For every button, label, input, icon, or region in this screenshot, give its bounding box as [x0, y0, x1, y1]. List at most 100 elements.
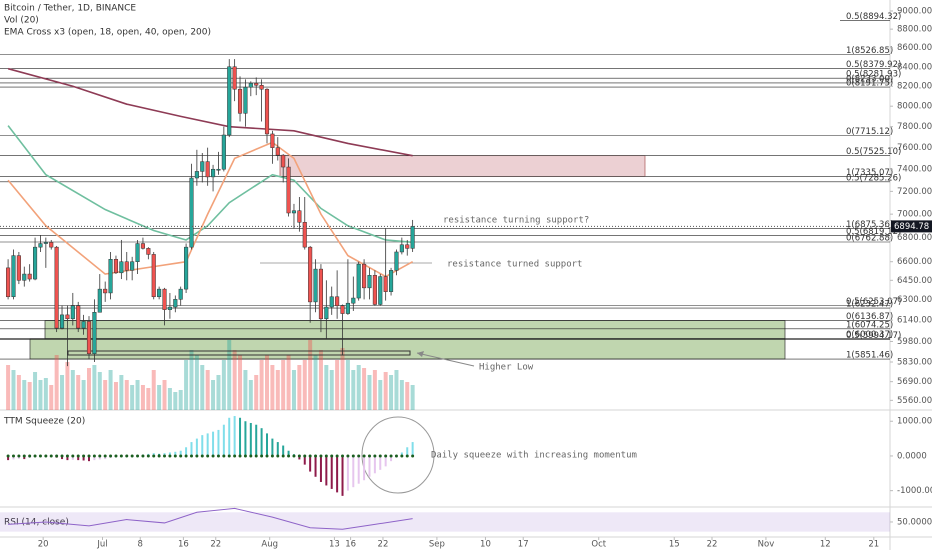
momentum-bar — [174, 451, 177, 456]
squeeze-dot — [98, 454, 102, 458]
volume-bar — [275, 370, 280, 410]
candle-body — [254, 83, 259, 86]
volume-bar — [49, 385, 54, 410]
candle-body — [76, 305, 81, 329]
squeeze-dot — [141, 454, 145, 458]
indicator-title: EMA Cross x3 (open, 18, open, 40, open, … — [4, 28, 211, 38]
squeeze-dot — [367, 454, 371, 458]
squeeze-dot — [200, 454, 204, 458]
candle-body — [59, 314, 65, 329]
momentum-bar — [411, 442, 414, 456]
volume-bar — [265, 355, 269, 410]
candle-body — [291, 210, 297, 214]
squeeze-dot — [276, 454, 280, 458]
squeeze-dot — [49, 454, 53, 458]
volume-bar — [167, 388, 172, 410]
momentum-bar — [61, 455, 64, 460]
momentum-bar — [255, 424, 258, 456]
candle-body — [184, 246, 189, 290]
fib-label: 1(8526.85) — [846, 46, 893, 56]
volume-bar — [140, 385, 145, 410]
momentum-bar — [206, 433, 209, 456]
volume-bar — [65, 362, 70, 410]
candle-body — [167, 306, 172, 310]
annotation: Daily squeeze with increasing momentum — [431, 451, 637, 461]
x-tick-label: Aug — [261, 540, 278, 550]
indicator-title: Vol (20) — [4, 16, 39, 26]
candle-body — [43, 242, 48, 244]
indicator-title: TTM Squeeze (20) — [3, 417, 85, 427]
volume-bar — [205, 370, 210, 410]
candle-body — [70, 305, 75, 320]
candle-body — [65, 314, 70, 320]
momentum-bar — [217, 429, 220, 456]
volume-bar — [135, 380, 140, 410]
volume-bar — [238, 355, 243, 410]
candle-body — [178, 288, 183, 300]
candle-body — [54, 246, 59, 329]
momentum-bar — [82, 455, 85, 461]
annotation: Higher Low — [479, 363, 534, 373]
momentum-bar — [88, 455, 90, 462]
momentum-bar — [336, 455, 339, 493]
volume-bar — [27, 382, 32, 410]
candle-body — [308, 246, 313, 303]
x-tick-label: 17 — [518, 540, 529, 550]
candle-body — [362, 263, 367, 289]
volume-bar — [232, 350, 237, 410]
momentum-bar — [244, 421, 247, 456]
y-tick-label: 7600.00 — [897, 143, 932, 153]
y-tick-label: 7400.00 — [897, 165, 932, 175]
candle-body — [97, 288, 102, 313]
momentum-bar — [260, 428, 263, 456]
y-tick-label: 8800.00 — [897, 25, 932, 35]
squeeze-dot — [163, 454, 167, 458]
volume-bar — [38, 380, 43, 410]
volume-bar — [356, 365, 361, 410]
volume-bar — [313, 355, 318, 410]
candle-body — [329, 296, 334, 308]
volume-bar — [178, 390, 183, 410]
candle-body — [237, 88, 243, 114]
candle-body — [130, 261, 135, 271]
candle-body — [232, 66, 237, 90]
candle-body — [324, 306, 329, 320]
x-tick-label: 15 — [669, 540, 680, 550]
volume-bar — [70, 370, 75, 410]
volume-bar — [173, 392, 178, 410]
squeeze-dot — [92, 454, 96, 458]
volume-bar — [318, 350, 323, 410]
fib-label: 0.5(5994.17) — [846, 331, 901, 341]
squeeze-dot — [114, 454, 118, 458]
volume-bar — [362, 368, 367, 410]
volume-bar — [308, 340, 313, 410]
squeeze-dot — [146, 454, 150, 458]
candle-body — [389, 270, 394, 292]
candle-body — [38, 243, 43, 248]
fib-label: 1(7335.07) — [846, 168, 893, 178]
momentum-bar — [185, 447, 188, 456]
volume-bar — [16, 375, 21, 410]
volume-bar — [124, 380, 129, 410]
squeeze-dot — [119, 454, 123, 458]
squeeze-dot — [60, 454, 64, 458]
momentum-bar — [282, 445, 285, 456]
arrow-head — [417, 351, 424, 357]
candle-body — [297, 210, 302, 223]
squeeze-dot — [103, 454, 107, 458]
volume-bar — [383, 372, 388, 410]
y-tick-label: 50.0000 — [897, 517, 932, 527]
candle-body — [216, 168, 221, 171]
volume-bar — [113, 382, 118, 410]
candle-body — [410, 226, 415, 249]
x-tick-label: 16 — [345, 540, 356, 550]
squeeze-dot — [400, 454, 404, 458]
fib-label: 0(8233.00) — [846, 74, 893, 84]
squeeze-dot — [82, 454, 86, 458]
squeeze-dot — [341, 454, 345, 458]
y-tick-label: 9000.00 — [897, 6, 932, 16]
squeeze-dot — [38, 454, 42, 458]
candle-body — [281, 154, 286, 168]
candle-body — [313, 268, 318, 303]
momentum-bar — [201, 435, 204, 456]
